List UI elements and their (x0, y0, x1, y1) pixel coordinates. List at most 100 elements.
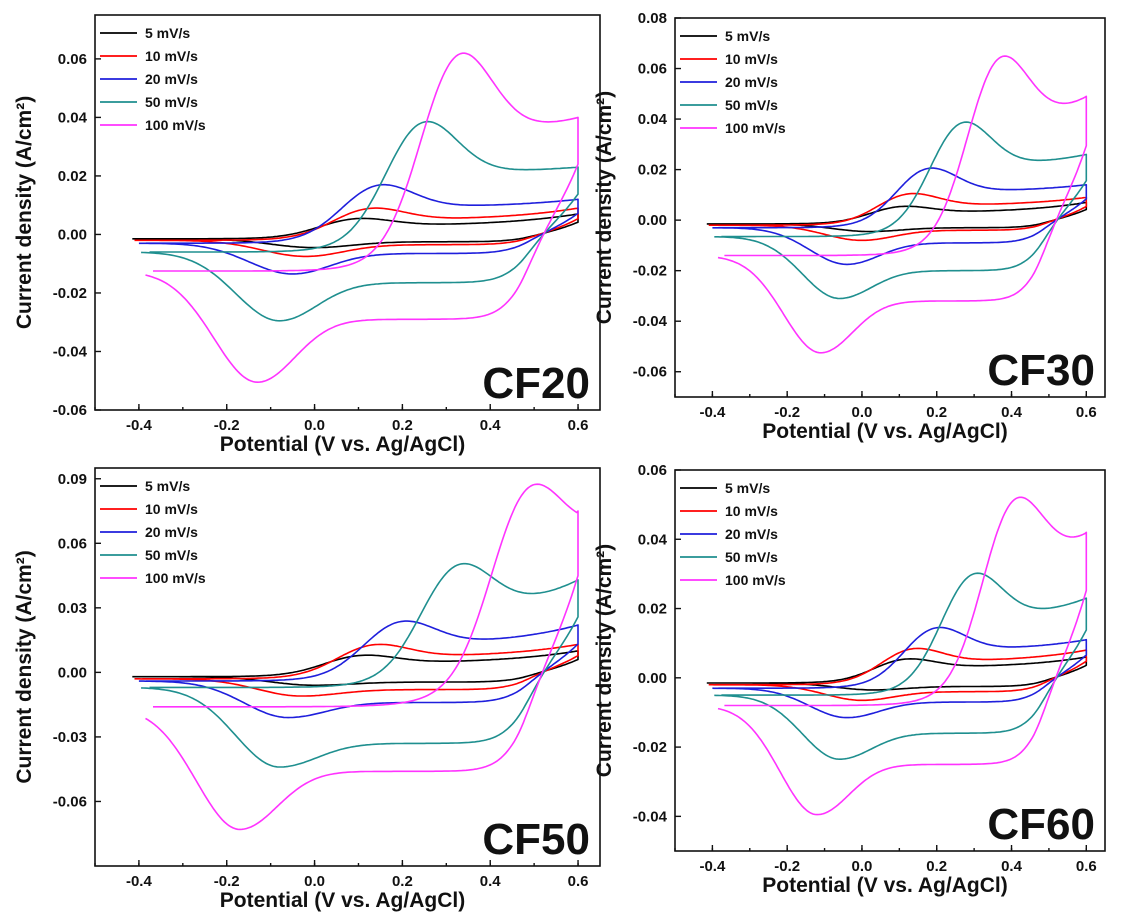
series-line-100mvs (717, 496, 1088, 816)
y-axis-title: Current density (A/cm²) (593, 91, 616, 324)
panel-label: CF50 (482, 815, 590, 864)
series-line-5mvs (132, 213, 579, 249)
y-tick-label: 0.00 (58, 226, 87, 243)
x-tick-label: 0.6 (568, 417, 589, 434)
y-tick-label: -0.06 (53, 793, 87, 810)
legend-entry: 100 mV/s (145, 570, 206, 586)
panel-label: CF20 (482, 359, 590, 408)
legend-entry: 50 mV/s (725, 549, 778, 565)
x-tick-label: 0.4 (1001, 858, 1023, 875)
series-line-100mvs (717, 55, 1088, 354)
x-tick-label: 0.0 (852, 404, 873, 421)
x-tick-label: 0.0 (304, 417, 325, 434)
y-tick-label: 0.08 (638, 10, 667, 27)
y-tick-label: 0.00 (58, 664, 87, 681)
series-line-10mvs (708, 647, 1088, 702)
y-tick-label: 0.02 (638, 601, 667, 618)
legend-entry: 50 mV/s (145, 94, 198, 110)
legend-entry: 10 mV/s (145, 48, 198, 64)
y-axis-title: Current density (A/cm²) (13, 96, 36, 329)
legend: 5 mV/s 10 mV/s 20 mV/s 50 mV/s 100 mV/s (100, 478, 206, 586)
legend: 5 mV/s 10 mV/s 20 mV/s 50 mV/s 100 mV/s (680, 480, 786, 588)
x-tick-label: 0.2 (926, 404, 947, 421)
series-line-50mvs (714, 121, 1088, 300)
y-tick-label: -0.04 (53, 343, 88, 360)
y-tick-label: 0.03 (58, 600, 87, 617)
y-axis-title: Current density (A/cm²) (593, 544, 616, 777)
legend-entry: 100 mV/s (145, 117, 206, 133)
y-tick-label: -0.03 (53, 729, 87, 746)
y-axis-title: Current density (A/cm²) (13, 550, 36, 783)
x-tick-label: -0.4 (699, 404, 726, 421)
series-line-5mvs (706, 201, 1088, 233)
series-line-100mvs (145, 483, 579, 831)
series-line-20mvs (712, 626, 1088, 719)
series-line-20mvs (712, 167, 1088, 266)
panel-label: CF60 (987, 800, 1095, 849)
legend-entry: 20 mV/s (145, 71, 198, 87)
x-tick-label: 0.0 (304, 873, 325, 890)
x-tick-label: 0.4 (480, 873, 502, 890)
y-tick-label: 0.06 (638, 61, 667, 78)
chart-panel-cf60: -0.4 -0.2 0.0 0.2 0.4 0.6 -0.04 -0.02 0.00 0.02 0.… (593, 462, 1106, 897)
legend-entry: 5 mV/s (725, 480, 770, 496)
x-tick-label: 0.2 (392, 873, 413, 890)
series-line-5mvs (132, 650, 579, 687)
y-tick-label: 0.06 (58, 535, 87, 552)
x-tick-label: -0.4 (126, 417, 153, 434)
panel-label: CF30 (987, 346, 1095, 395)
y-tick-label: 0.04 (638, 111, 668, 128)
x-axis-title: Potential (V vs. Ag/AgCl) (220, 433, 465, 456)
plot-frame (94, 14, 601, 411)
x-tick-label: -0.2 (214, 873, 240, 890)
legend-entry: 20 mV/s (725, 526, 778, 542)
y-tick-label: 0.00 (638, 212, 667, 229)
y-tick-label: 0.09 (58, 471, 87, 488)
y-tick-label: 0.06 (638, 462, 667, 479)
y-tick-label: -0.06 (633, 364, 667, 381)
x-tick-label: 0.4 (1001, 404, 1023, 421)
y-tick-label: -0.06 (53, 402, 87, 419)
legend-entry: 10 mV/s (725, 503, 778, 519)
x-tick-label: 0.2 (392, 417, 413, 434)
x-tick-label: 0.0 (852, 858, 873, 875)
x-axis-title: Potential (V vs. Ag/AgCl) (762, 420, 1007, 443)
legend-entry: 100 mV/s (725, 120, 786, 136)
x-tick-label: -0.4 (699, 858, 726, 875)
legend-entry: 100 mV/s (725, 572, 786, 588)
x-tick-label: 0.2 (926, 858, 947, 875)
legend-entry: 5 mV/s (145, 478, 190, 494)
series-line-100mvs (145, 52, 579, 383)
y-tick-label: 0.02 (638, 162, 667, 179)
y-tick-label: 0.04 (58, 109, 88, 126)
x-tick-label: 0.4 (480, 417, 502, 434)
x-tick-label: 0.6 (1076, 858, 1097, 875)
series-line-50mvs (141, 562, 579, 768)
series-group (706, 496, 1088, 816)
legend-entry: 5 mV/s (725, 28, 770, 44)
series-line-20mvs (138, 183, 579, 275)
series-line-20mvs (138, 620, 579, 719)
y-tick-label: -0.04 (633, 313, 668, 330)
legend-entry: 10 mV/s (145, 501, 198, 517)
series-line-10mvs (708, 192, 1088, 242)
series-group (132, 483, 579, 831)
series-line-50mvs (714, 572, 1088, 760)
x-tick-label: 0.6 (568, 873, 589, 890)
y-tick-label: 0.06 (58, 51, 87, 68)
series-line-50mvs (141, 120, 579, 322)
x-axis-title: Potential (V vs. Ag/AgCl) (762, 874, 1007, 897)
x-tick-label: -0.2 (774, 404, 800, 421)
legend-entry: 50 mV/s (145, 547, 198, 563)
series-group (132, 52, 579, 383)
y-tick-label: -0.04 (633, 808, 668, 825)
legend: 5 mV/s 10 mV/s 20 mV/s 50 mV/s 100 mV/s (100, 25, 206, 133)
x-axis-title: Potential (V vs. Ag/AgCl) (220, 889, 465, 912)
legend: 5 mV/s 10 mV/s 20 mV/s 50 mV/s 100 mV/s (680, 28, 786, 136)
legend-entry: 20 mV/s (725, 74, 778, 90)
x-tick-label: -0.2 (214, 417, 240, 434)
y-tick-label: 0.04 (638, 531, 668, 548)
x-tick-label: 0.6 (1076, 404, 1097, 421)
y-tick-label: -0.02 (633, 739, 667, 756)
